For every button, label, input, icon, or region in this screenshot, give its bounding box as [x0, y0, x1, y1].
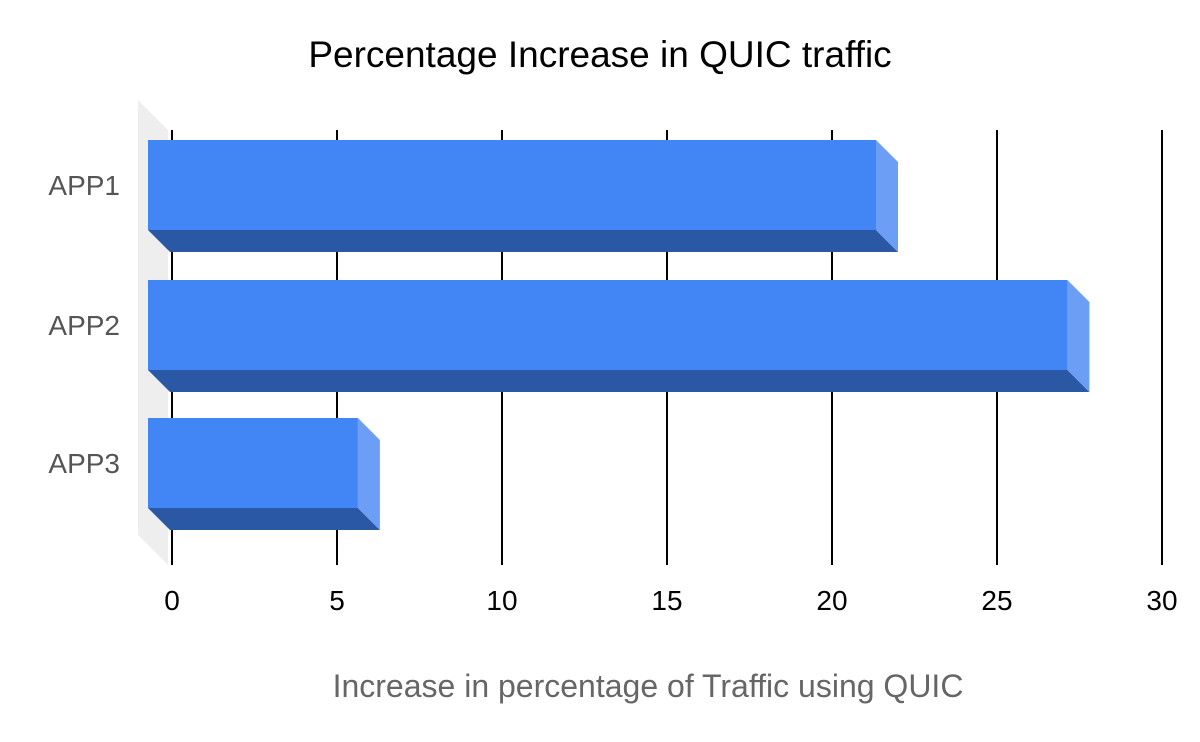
bar-app2	[148, 280, 1090, 392]
x-tick-label: 30	[1146, 585, 1177, 616]
bar-bottom-face	[148, 370, 1090, 392]
bar-side-face	[357, 418, 380, 530]
bars	[148, 140, 1090, 530]
x-tick-label: 25	[981, 585, 1012, 616]
category-label-app3: APP3	[48, 448, 120, 479]
y-category-labels: APP1 APP2 APP3	[48, 170, 120, 479]
bar-front-face	[148, 140, 876, 230]
bar-side-face	[1067, 280, 1090, 392]
bar-app3	[148, 418, 380, 530]
category-label-app2: APP2	[48, 310, 120, 341]
x-tick-label: 5	[329, 585, 345, 616]
x-axis-label: Increase in percentage of Traffic using …	[333, 668, 964, 704]
category-label-app1: APP1	[48, 170, 120, 201]
chart-title: Percentage Increase in QUIC traffic	[308, 34, 891, 75]
bar-side-face	[876, 140, 898, 252]
bar-app1	[148, 140, 898, 252]
bar-front-face	[148, 280, 1068, 370]
x-tick-label: 15	[651, 585, 682, 616]
bar-bottom-face	[148, 230, 898, 252]
bar-bottom-face	[148, 508, 380, 530]
bar-front-face	[148, 418, 358, 508]
x-tick-label: 10	[486, 585, 517, 616]
x-tick-label: 0	[164, 585, 180, 616]
x-tick-labels: 0 5 10 15 20 25 30	[164, 585, 1177, 616]
x-tick-label: 20	[816, 585, 847, 616]
